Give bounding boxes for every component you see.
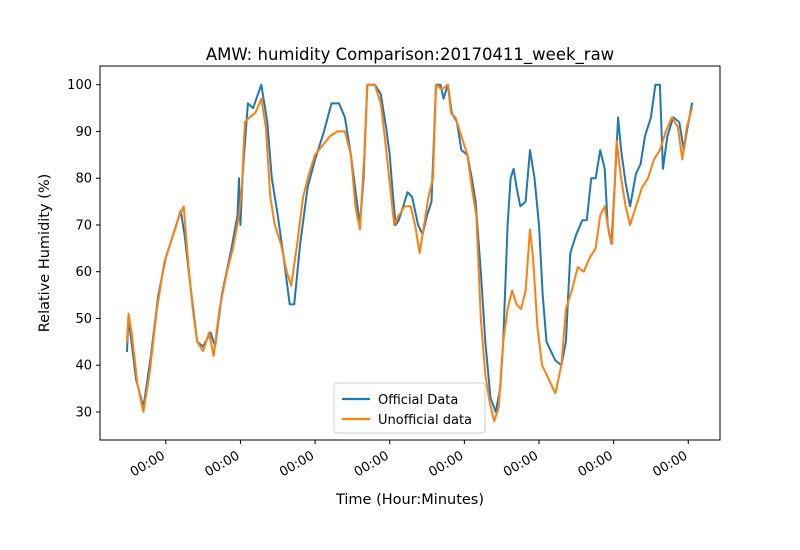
y-tick-label: 30 (75, 405, 92, 420)
x-axis-label: Time (Hour:Minutes) (335, 492, 484, 508)
chart-title: AMW: humidity Comparison:20170411_week_r… (206, 45, 614, 65)
y-tick-label: 40 (75, 359, 92, 374)
axes-frame (99, 65, 721, 441)
x-tick-label: 00:00 (277, 448, 317, 480)
plot-series (126, 83, 693, 423)
y-tick-label: 50 (75, 312, 92, 327)
x-tick-label: 00:00 (501, 448, 541, 480)
x-tick-label: 00:00 (426, 448, 466, 480)
series-line-1 (126, 83, 693, 423)
y-axis-label: Relative Humidity (%) (37, 174, 53, 333)
x-tick-label: 00:00 (202, 448, 242, 480)
series-line-0 (126, 83, 693, 413)
x-tick-label: 00:00 (650, 448, 690, 480)
x-tick-label: 00:00 (576, 448, 616, 480)
y-tick-label: 60 (75, 265, 92, 280)
legend-box (333, 382, 486, 434)
y-axis: 30 40 50 60 70 80 90 100 (67, 78, 100, 420)
x-tick-label: 00:00 (352, 448, 392, 480)
x-axis: 00:00 00:00 00:00 00:00 00:00 00:00 00:00 00:00 (128, 440, 690, 480)
legend: Official Data Unofficial data (333, 382, 486, 434)
legend-label-unofficial: Unofficial data (378, 413, 472, 428)
y-tick-label: 90 (75, 125, 92, 140)
x-tick-label: 00:00 (128, 448, 168, 480)
legend-label-official: Official Data (378, 393, 458, 408)
y-tick-label: 80 (75, 172, 92, 187)
y-tick-label: 100 (67, 78, 92, 93)
y-tick-label: 70 (75, 218, 92, 233)
